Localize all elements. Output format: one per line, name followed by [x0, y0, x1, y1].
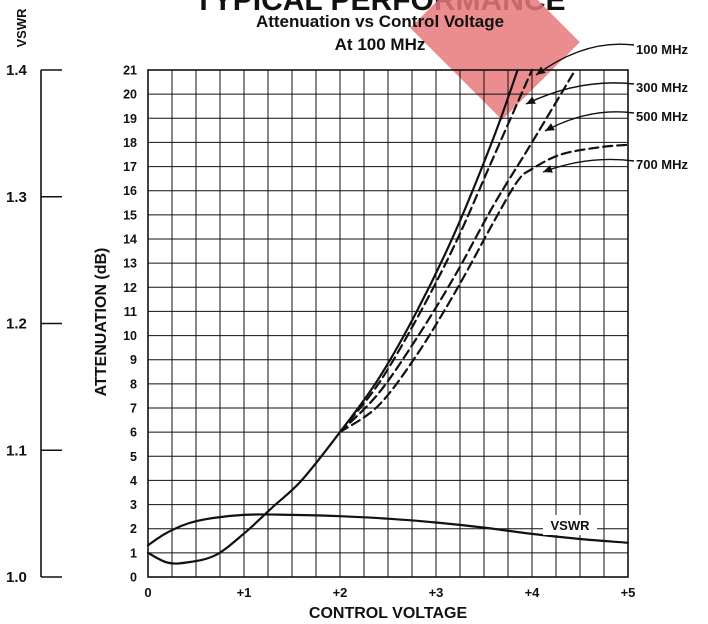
- series-line-100-mhz: [146, 68, 519, 565]
- plot-frame: [147, 69, 629, 578]
- x-tick-label: +4: [525, 585, 541, 600]
- x-tick-label: +5: [621, 585, 636, 600]
- y-tick-label: 18: [123, 136, 137, 150]
- y-tick-label: 12: [123, 281, 137, 295]
- y-tick-label: 20: [123, 88, 137, 102]
- leader-arrowhead: [543, 165, 553, 173]
- chart-title: Attenuation vs Control Voltage: [256, 12, 504, 31]
- y-tick-label: 3: [130, 498, 137, 512]
- series-line-300-mhz: [338, 68, 534, 434]
- label-300mhz: 300 MHz: [636, 80, 689, 95]
- series-line-vswr: [146, 513, 630, 547]
- label-700mhz: 700 MHz: [636, 157, 689, 172]
- y-tick-label: 9: [130, 353, 137, 367]
- y-tick-label: 7: [130, 402, 137, 416]
- vswr-tick-label: 1.3: [6, 189, 27, 206]
- x-tick-label: 0: [144, 585, 151, 600]
- y-axis-title: ATTENUATION (dB): [93, 248, 110, 397]
- y-tick-label: 1: [130, 546, 137, 560]
- y-tick-label: 2: [130, 522, 137, 536]
- vswr-tick-label: 1.0: [6, 569, 27, 586]
- x-tick-label: +2: [333, 585, 348, 600]
- y-tick-label: 10: [123, 329, 137, 343]
- y-tick-label: 11: [124, 305, 137, 319]
- label-100mhz: 100 MHz: [636, 42, 689, 57]
- logo-watermark: [410, 0, 580, 120]
- y-tick-label: 21: [123, 64, 137, 78]
- y-tick-label: 14: [123, 233, 137, 247]
- leader-line: [535, 43, 635, 76]
- leader-line: [542, 158, 635, 173]
- y-tick-label: 16: [123, 184, 137, 198]
- x-tick-label: +3: [429, 585, 444, 600]
- y-tick-label: 0: [130, 571, 137, 585]
- y-tick-label: 17: [123, 160, 137, 174]
- vswr-tick-label: 1.1: [6, 442, 27, 459]
- vswr-tick-label: 1.4: [6, 62, 28, 79]
- vswr-axis-title: VSWR: [14, 8, 29, 48]
- y-tick-label: 6: [130, 426, 137, 440]
- leader-arrowhead: [545, 123, 555, 131]
- vswr-tick-label: 1.2: [6, 316, 27, 333]
- y-tick-label: 19: [123, 112, 137, 126]
- y-tick-label: 8: [130, 377, 137, 391]
- y-tick-label: 5: [130, 450, 137, 464]
- x-axis-title: CONTROL VOLTAGE: [309, 605, 468, 622]
- vswr-label-bg: [543, 515, 597, 535]
- label-500mhz: 500 MHz: [636, 109, 689, 124]
- y-tick-label: 15: [123, 208, 137, 222]
- leader-line: [544, 111, 635, 132]
- y-tick-label: 13: [123, 257, 137, 271]
- series-line-500-mhz: [338, 68, 577, 434]
- leader-arrowhead: [526, 96, 536, 104]
- chart-subtitle: At 100 MHz: [335, 35, 426, 54]
- y-tick-label: 4: [130, 474, 137, 488]
- x-tick-label: +1: [237, 585, 252, 600]
- leader-line: [525, 82, 635, 105]
- vswr-series-label: VSWR: [551, 518, 591, 533]
- series-line-700-mhz: [338, 143, 630, 434]
